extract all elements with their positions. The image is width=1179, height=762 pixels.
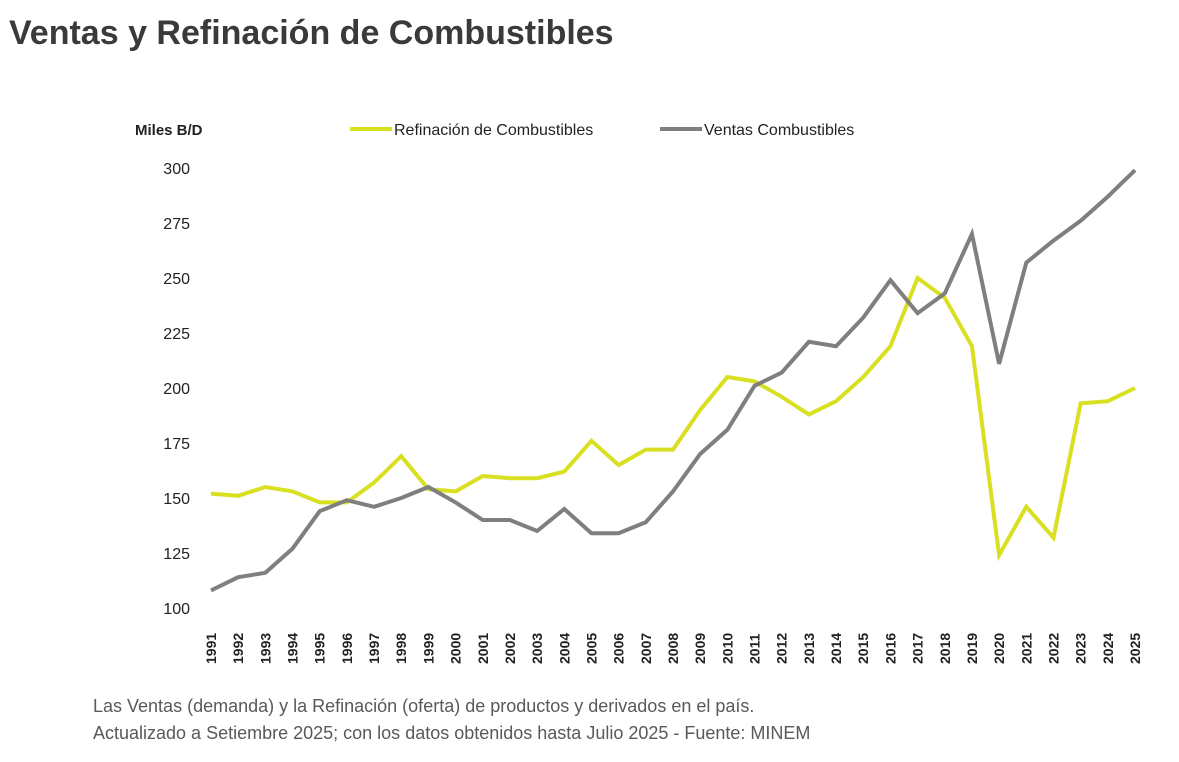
y-tick-label: 300 [163,161,190,178]
x-tick-label: 1994 [285,633,301,664]
x-tick-label: 2021 [1018,633,1034,664]
legend-label: Refinación de Combustibles [394,122,593,139]
y-tick-label: 125 [163,546,190,563]
x-tick-label: 2004 [556,633,572,664]
line-chart: Miles B/D 100 125 150 175 200 225 250 275 300 1991… [135,122,1143,664]
legend-label: Ventas Combustibles [704,122,854,139]
y-tick-label: 175 [163,436,190,453]
x-tick-label: 2003 [529,633,545,664]
x-tick-label: 1993 [257,633,273,664]
x-tick-label: 2013 [801,633,817,664]
x-tick-label: 2019 [964,633,980,664]
x-tick-label: 2010 [719,633,735,664]
x-tick-label: 2018 [937,633,953,664]
x-tick-label: 2020 [991,633,1007,664]
chart-title: Ventas y Refinación de Combustibles [9,14,614,52]
x-tick-label: 2025 [1127,633,1143,664]
series-line-refinacion [210,274,1136,562]
x-tick-label: 2011 [747,633,763,664]
x-tick-label: 2008 [665,633,681,664]
y-axis-label: Miles B/D [135,122,203,139]
x-tick-label: 2024 [1100,633,1116,664]
x-tick-label: 2006 [611,633,627,664]
x-tick-label: 2009 [692,633,708,664]
x-tick-label: 1992 [230,633,246,664]
y-tick-label: 150 [163,491,190,508]
y-tick-label: 200 [163,381,190,398]
x-tick-label: 2015 [855,633,871,664]
x-tick-label: 2016 [882,633,898,664]
x-tick-label: 1999 [420,633,436,664]
x-tick-label: 2000 [448,633,464,664]
x-tick-label: 2001 [475,633,491,664]
x-tick-label: 2023 [1073,633,1089,664]
y-tick-label: 100 [163,601,190,618]
x-tick-label: 2002 [502,633,518,664]
caption-line-2: Actualizado a Setiembre 2025; con los da… [93,723,811,743]
caption-line-1: Las Ventas (demanda) y la Refinación (of… [93,696,755,716]
x-tick-label: 1991 [203,633,219,664]
x-tick-label: 1996 [339,633,355,664]
y-tick-label: 250 [163,271,190,288]
y-tick-label: 275 [163,216,190,233]
y-tick-label: 225 [163,326,190,343]
x-tick-label: 2007 [638,633,654,664]
x-tick-label: 2005 [583,633,599,664]
x-tick-label: 1998 [393,633,409,664]
x-tick-label: 2014 [828,633,844,664]
x-tick-label: 1997 [366,633,382,664]
x-tick-label: 1995 [312,633,328,664]
x-tick-label: 2022 [1045,633,1061,664]
x-tick-label: 2017 [910,633,926,664]
x-tick-label: 2012 [774,633,790,664]
